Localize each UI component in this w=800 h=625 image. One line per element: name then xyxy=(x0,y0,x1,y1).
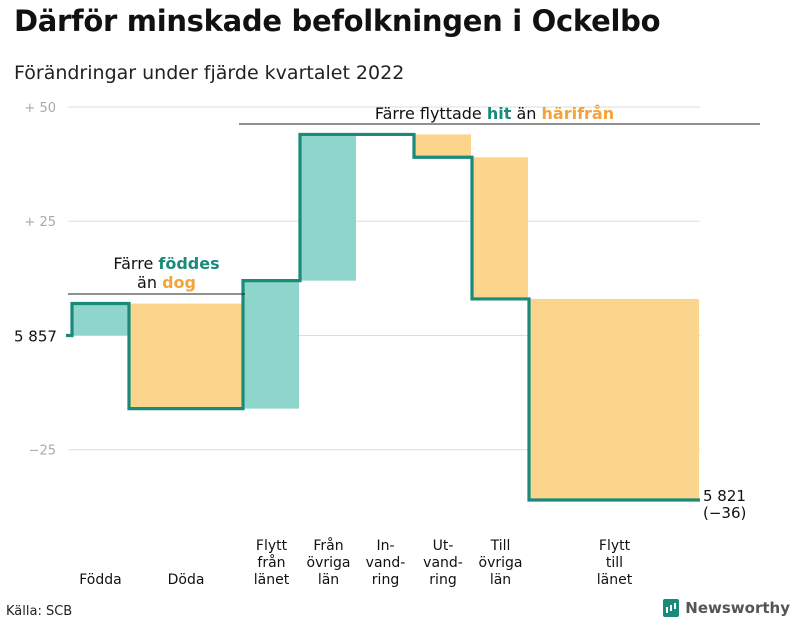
category-label: Döda xyxy=(168,572,205,588)
waterfall-bar xyxy=(73,303,128,336)
category-label: In-vand-ring xyxy=(366,538,406,588)
waterfall-bar xyxy=(130,303,242,409)
chart-subtitle: Förändringar under fjärde kvartalet 2022 xyxy=(14,62,405,84)
end-change-label: (−36) xyxy=(703,504,746,522)
category-label: Flytt från länet xyxy=(254,538,290,588)
newsworthy-icon xyxy=(663,599,680,617)
y-tick-label: + 50 xyxy=(24,101,56,116)
annotation-birth-line2: än dog xyxy=(137,273,196,292)
source-note: Källa: SCB xyxy=(6,604,73,619)
category-label: Födda xyxy=(79,572,121,588)
waterfall-bar xyxy=(415,134,471,158)
annotation-moves: Färre flyttade hit än härifrån xyxy=(375,104,614,123)
y-tick-label: −25 xyxy=(29,444,56,459)
waterfall-bar xyxy=(301,134,356,281)
brand-name: Newsworthy xyxy=(685,599,790,617)
waterfall-bar xyxy=(244,280,299,409)
chart-title: Därför minskade befolkningen i Ockelbo xyxy=(14,4,661,38)
population-step-line xyxy=(66,132,700,502)
waterfall-bar xyxy=(530,298,699,500)
category-label: Till övriga län xyxy=(479,538,523,588)
category-label: Från övriga län xyxy=(307,537,351,588)
category-label: Flytt till länet xyxy=(597,538,633,588)
waterfall-bar xyxy=(473,157,528,299)
y-tick-label: + 25 xyxy=(24,215,56,230)
end-value-label: 5 821 xyxy=(703,487,746,505)
annotation-birth-line1: Färre föddes xyxy=(113,254,219,273)
brand-logo: Newsworthy xyxy=(663,599,790,617)
start-value-label: 5 857 xyxy=(14,327,57,345)
category-label: Ut-vand-ring xyxy=(423,538,463,588)
